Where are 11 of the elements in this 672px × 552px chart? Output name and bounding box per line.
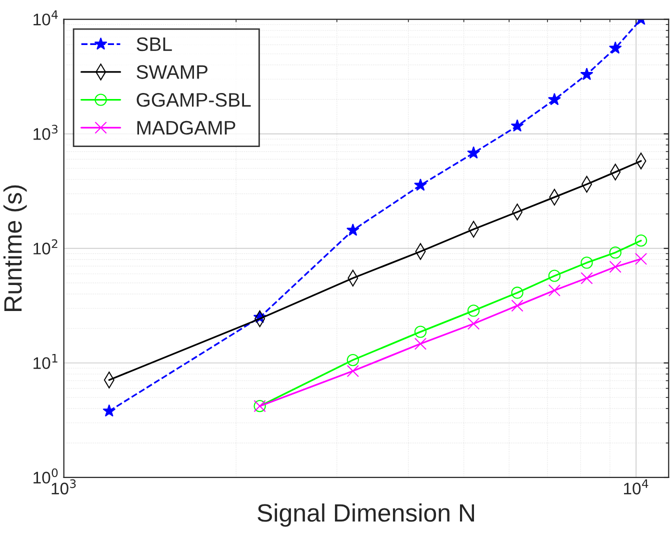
legend-label: SWAMP: [136, 65, 208, 79]
legend-label: SBL: [136, 37, 172, 52]
y-tick-label: 10$^{4}$: [34, 10, 58, 26]
y-tick-label: 10$^{2}$: [34, 239, 58, 254]
y-tick-label: 10$^{1}$: [34, 354, 58, 370]
y-tick-label: 10$^{3}$: [34, 124, 58, 140]
legend-label: GGAMP-SBL: [136, 93, 251, 107]
y-tick-label: 10$^{0}$: [34, 468, 58, 484]
y-axis-title: Runtime (s): [3, 185, 27, 311]
x-axis-title: Signal Dimension N: [258, 503, 474, 527]
legend-label: MADGAMP: [137, 120, 236, 135]
